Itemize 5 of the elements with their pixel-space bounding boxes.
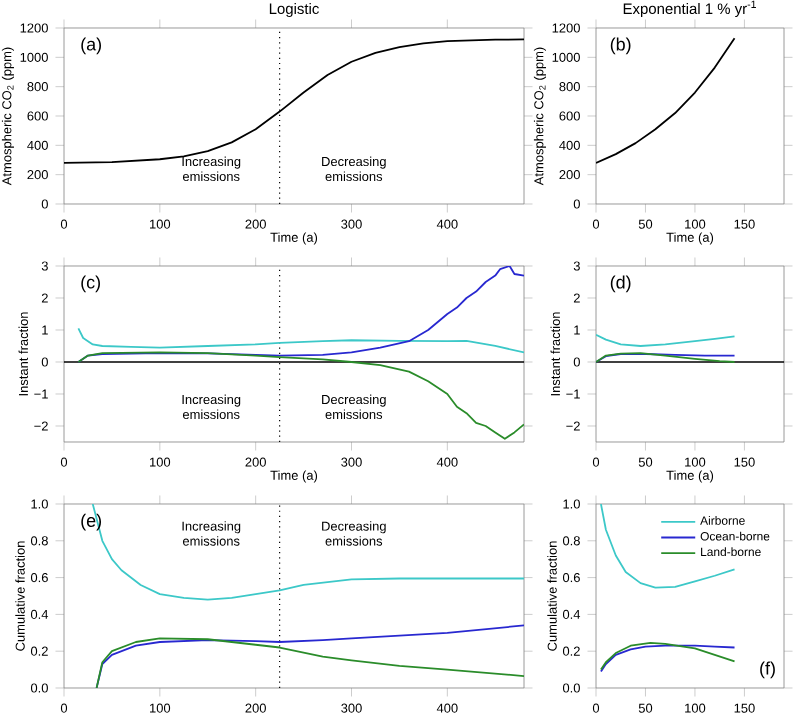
annotation: (d) [610, 275, 631, 293]
annotation: (a) [81, 37, 102, 55]
annotation: (f) [760, 661, 775, 679]
annotation: (c) [81, 275, 100, 293]
annotation: (b) [610, 37, 631, 55]
